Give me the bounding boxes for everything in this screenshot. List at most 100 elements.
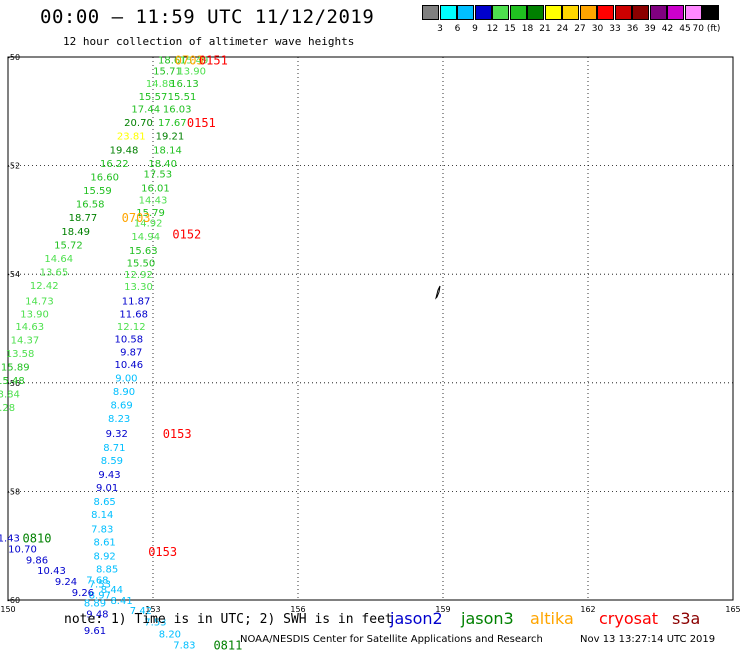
wave-height-label: 7.68	[86, 575, 108, 586]
wave-height-label: 15.59	[83, 186, 112, 197]
plot-frame	[7, 56, 734, 601]
wave-height-label: 14.43	[139, 195, 168, 206]
color-swatch	[492, 5, 509, 20]
color-scale-label: 3	[437, 24, 443, 34]
color-scale-label: 27	[574, 24, 586, 34]
wave-height-label: 13.65	[40, 267, 69, 278]
x-tick-label: 156	[290, 605, 305, 614]
pass-time-label: 0151	[187, 116, 216, 130]
wave-height-label: 16.22	[100, 159, 129, 170]
pass-time-label: 0703	[175, 54, 204, 68]
wave-height-label: 9.26	[72, 588, 94, 599]
wave-height-label: 9.32	[106, 429, 128, 440]
x-tick-label: 165	[725, 605, 740, 614]
wave-height-label: 13.90	[20, 309, 49, 320]
wave-height-label: 13.90	[177, 67, 206, 78]
color-swatch	[579, 5, 597, 20]
wave-height-label: 8.89	[84, 599, 106, 610]
wave-height-label: 8.41	[110, 596, 132, 607]
wave-height-label: 9.48	[86, 610, 108, 621]
wave-height-label: 15.51	[168, 92, 197, 103]
wave-height-label: 15.48	[0, 376, 25, 387]
wave-height-label: 11.43	[0, 534, 20, 545]
wave-height-label: 16.60	[90, 172, 119, 183]
wave-height-label: 19.21	[156, 132, 185, 143]
color-swatch	[422, 5, 439, 20]
wave-height-label: 11.87	[122, 296, 151, 307]
wave-height-label: 14.63	[15, 322, 44, 333]
wave-height-label: 7.42	[130, 606, 152, 617]
wave-height-label: 16.03	[163, 105, 192, 116]
wave-height-label: 17.67	[158, 118, 187, 129]
wave-height-label: 18.61	[158, 56, 187, 67]
y-tick-label: -58	[7, 487, 20, 496]
wave-height-label: 8.65	[94, 497, 116, 508]
wave-height-label: 8.92	[94, 551, 116, 562]
wave-height-label: 18.49	[61, 227, 90, 238]
pass-time-label: 0153	[148, 545, 177, 559]
x-tick-label: 162	[580, 605, 595, 614]
color-scale-label: 33	[609, 24, 621, 34]
page-title: 00:00 – 11:59 UTC 11/12/2019	[40, 6, 375, 28]
wave-height-label: 14.88	[146, 79, 175, 90]
wave-height-label: 12.92	[124, 270, 153, 281]
y-tick-label: -50	[7, 53, 20, 62]
wave-height-label: 10.43	[37, 566, 66, 577]
y-tick-label: -54	[7, 270, 20, 279]
footer-note: note: 1) Time is in UTC; 2) SWH is in fe…	[64, 612, 393, 627]
wave-height-label: 19.48	[110, 145, 139, 156]
satellite-legend-cryosat: cryosat	[599, 609, 659, 628]
color-scale-label: 12	[486, 24, 499, 34]
wave-height-label: 8.85	[96, 565, 118, 576]
color-swatch	[474, 5, 492, 20]
wave-height-label: 10.46	[115, 360, 144, 371]
wave-height-label: 7.83	[91, 524, 113, 535]
color-swatch	[439, 5, 457, 20]
color-scale-label: 18	[521, 24, 534, 34]
wave-height-label: 8.61	[94, 537, 116, 548]
y-tick-label: -56	[7, 379, 20, 388]
pass-time-label: 0151	[199, 54, 228, 68]
pass-time-label: 0153	[163, 427, 192, 441]
wave-height-label: 13.58	[6, 349, 35, 360]
credit-text: NOAA/NESDIS Center for Satellite Applica…	[240, 634, 543, 645]
wave-height-label: 15.63	[129, 246, 158, 257]
wave-height-label: 16.58	[76, 200, 105, 211]
color-scale-label: 15	[504, 24, 516, 34]
wave-height-label: 9.00	[115, 373, 137, 384]
wave-height-label: 15.57	[139, 92, 168, 103]
wave-height-label: 15.50	[127, 258, 156, 269]
color-swatch	[632, 5, 649, 20]
wave-height-label: 8.90	[113, 387, 135, 398]
wave-height-label: 8.97	[89, 591, 111, 602]
wave-height-label: 13.84	[0, 390, 20, 401]
color-scale-label: 9	[472, 24, 478, 34]
color-swatch	[562, 5, 579, 20]
wave-height-label: 17.44	[131, 105, 160, 116]
generated-timestamp: Nov 13 13:27:14 UTC 2019	[580, 634, 716, 645]
wave-height-label: 14.64	[44, 254, 73, 265]
wave-height-label: 9.61	[84, 626, 106, 637]
pass-time-label: 0152	[172, 227, 201, 241]
wave-height-label: 10.58	[115, 334, 144, 345]
pass-time-label: 0810	[23, 532, 52, 546]
wave-height-label: 9.43	[98, 470, 120, 481]
wave-height-label: 18.77	[69, 213, 98, 224]
wave-height-label: 8.71	[103, 443, 125, 454]
x-tick-label: 153	[145, 605, 160, 614]
island-outline	[435, 285, 441, 300]
wave-height-label: 18.40	[148, 159, 177, 170]
pass-time-label: 0703	[122, 211, 151, 225]
wave-height-label: 15.49	[180, 56, 209, 67]
color-scale-label: 42	[661, 24, 674, 34]
wave-height-label: 9.87	[120, 347, 142, 358]
wave-height-label: 8.14	[91, 510, 113, 521]
wave-height-label: 15.79	[136, 208, 165, 219]
x-tick-label: 150	[0, 605, 15, 614]
wave-height-label: 8.59	[101, 456, 123, 467]
wave-height-label: 8.23	[108, 414, 130, 425]
wave-height-label: 11.68	[119, 309, 148, 320]
wave-height-label: 15.72	[54, 240, 83, 251]
wave-height-label: 12.12	[117, 322, 146, 333]
color-scale-label: 36	[626, 24, 639, 34]
